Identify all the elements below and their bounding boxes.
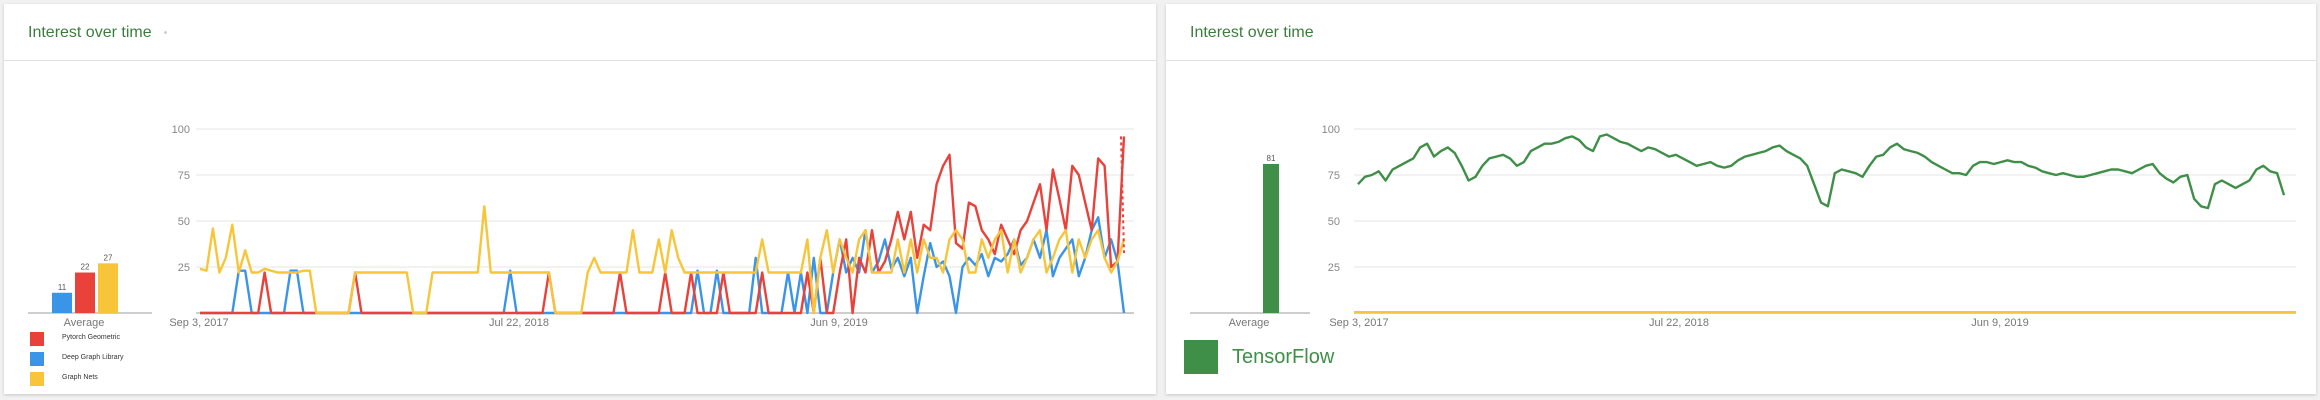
legend-swatch — [1184, 340, 1218, 374]
left-card-title: Interest over time — [28, 24, 152, 41]
average-bar — [52, 292, 72, 313]
y-tick-label: 75 — [1328, 170, 1340, 182]
legend-swatch — [30, 332, 44, 346]
average-bar — [98, 263, 118, 313]
left-chart-card: Interest over time 11 22 27 Average 25 50 75 10… — [4, 4, 1156, 394]
x-tick-label: Jul 22, 2018 — [1649, 317, 1709, 329]
legend-label: Graph Nets — [62, 374, 98, 381]
x-tick-label: Sep 3, 2017 — [1329, 317, 1388, 329]
right-chart-card: Interest over time 81 Average 25 50 75 100 Sep… — [1166, 4, 2316, 394]
series-line — [1357, 133, 2286, 210]
average-bar — [75, 272, 95, 313]
average-bar-label: 11 — [58, 283, 67, 292]
legend-label: Deep Graph Library — [62, 354, 124, 361]
right-chart-svg: 81 Average 25 50 75 100 Sep 3, 2017 Jul 22, 201… — [1190, 124, 2296, 329]
y-tick-label: 100 — [1322, 124, 1340, 136]
x-tick-label: Jun 9, 2019 — [810, 317, 868, 329]
right-card-title: Interest over time — [1190, 24, 1314, 41]
y-tick-label: 100 — [172, 124, 190, 136]
y-tick-label: 75 — [178, 170, 190, 182]
right-card-header: Interest over time — [1166, 4, 2316, 61]
average-label: Average — [1229, 317, 1270, 329]
x-tick-label: Jul 22, 2018 — [489, 317, 549, 329]
legend-label: TensorFlow — [1232, 346, 1335, 368]
average-bar-label: 81 — [1267, 154, 1276, 163]
y-tick-label: 25 — [178, 262, 190, 274]
partial-data-segment — [1120, 136, 1125, 254]
y-tick-label: 50 — [178, 216, 190, 228]
legend-swatch — [30, 352, 44, 366]
left-chart-svg: 11 22 27 Average 25 50 75 100 Sep 3, 2017 Jul 22,… — [28, 124, 1134, 329]
x-tick-label: Jun 9, 2019 — [1971, 317, 2029, 329]
left-card-header: Interest over time — [4, 4, 1156, 61]
help-icon[interactable] — [164, 31, 167, 34]
y-tick-label: 25 — [1328, 262, 1340, 274]
y-tick-label: 50 — [1328, 216, 1340, 228]
series-line — [200, 136, 1126, 315]
average-bar — [1263, 163, 1279, 313]
legend-swatch — [30, 372, 44, 386]
average-bar-label: 27 — [104, 253, 113, 262]
average-label: Average — [64, 317, 105, 329]
series-line — [199, 205, 1126, 315]
average-bar-label: 22 — [81, 263, 90, 272]
series-line — [200, 216, 1126, 315]
legend-label: Pytorch Geometric — [62, 334, 120, 341]
x-tick-label: Sep 3, 2017 — [169, 317, 228, 329]
